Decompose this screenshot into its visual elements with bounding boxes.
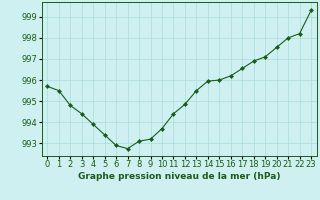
X-axis label: Graphe pression niveau de la mer (hPa): Graphe pression niveau de la mer (hPa) (78, 172, 280, 181)
